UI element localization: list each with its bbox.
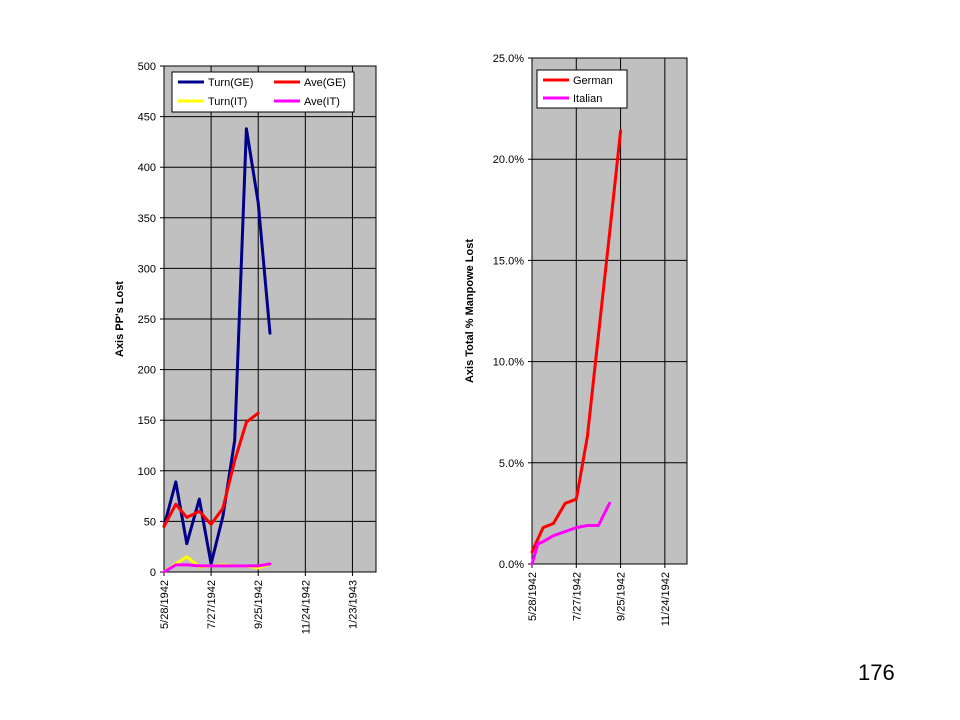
legend-label: Italian: [573, 93, 602, 105]
x-tick-label: 9/25/1942: [616, 572, 628, 621]
x-tick-label: 9/25/1942: [253, 580, 265, 629]
x-tick-label: 7/27/1942: [571, 572, 583, 621]
series-line-german: [530, 129, 623, 554]
x-tick-label: 5/28/1942: [159, 580, 171, 629]
page-number: 176: [858, 660, 895, 685]
legend-label: Ave(GE): [304, 77, 346, 89]
plot-area: [531, 57, 688, 565]
y-tick-label: 400: [138, 162, 156, 174]
x-tick-label: 5/28/1942: [527, 572, 539, 621]
y-tick-label: 0.0%: [499, 559, 524, 571]
chart-1: 0 50 100 150 200 250 300 350 400 450 500 5/28/1942 7…: [114, 61, 377, 634]
x-tick-label: 11/24/1942: [660, 572, 672, 626]
legend-label: Ave(IT): [304, 96, 340, 108]
y-tick-label: 200: [138, 365, 156, 377]
y-tick-label: 10.0%: [493, 357, 524, 369]
y-tick-label: 15.0%: [493, 255, 524, 267]
y-axis-title: Axis PP's Lost: [114, 281, 126, 357]
series-line-ave-it: [162, 562, 272, 574]
y-tick-label: 150: [138, 415, 156, 427]
legend-label: Turn(GE): [208, 77, 253, 89]
series-line-italian: [530, 501, 611, 566]
y-tick-label: 50: [144, 516, 156, 528]
y-tick-label: 5.0%: [499, 458, 524, 470]
y-tick-label: 100: [138, 466, 156, 478]
y-tick-label: 300: [138, 263, 156, 275]
y-tick-label: 350: [138, 213, 156, 225]
y-tick-label: 500: [138, 61, 156, 73]
y-tick-label: 0: [150, 567, 156, 579]
y-tick-label: 450: [138, 112, 156, 124]
x-tick-label: 7/27/1942: [206, 580, 218, 629]
legend-box: [171, 71, 355, 113]
legend-label: German: [573, 75, 613, 87]
x-tick-label: 11/24/1942: [300, 580, 312, 634]
y-axis-title: Axis Total % Manpowe Lost: [464, 239, 476, 383]
series-line-ave-ge: [162, 411, 260, 528]
y-tick-label: 20.0%: [493, 154, 524, 166]
chart-2: 0.0% 5.0% 10.0% 15.0% 20.0% 25.0% 5/28/1942 7/2…: [464, 53, 688, 626]
y-tick-label: 25.0%: [493, 53, 524, 65]
legend-label: Turn(IT): [208, 96, 247, 108]
x-tick-label: 1/23/1943: [347, 580, 359, 629]
y-tick-label: 250: [138, 314, 156, 326]
legend-box: [536, 69, 628, 109]
